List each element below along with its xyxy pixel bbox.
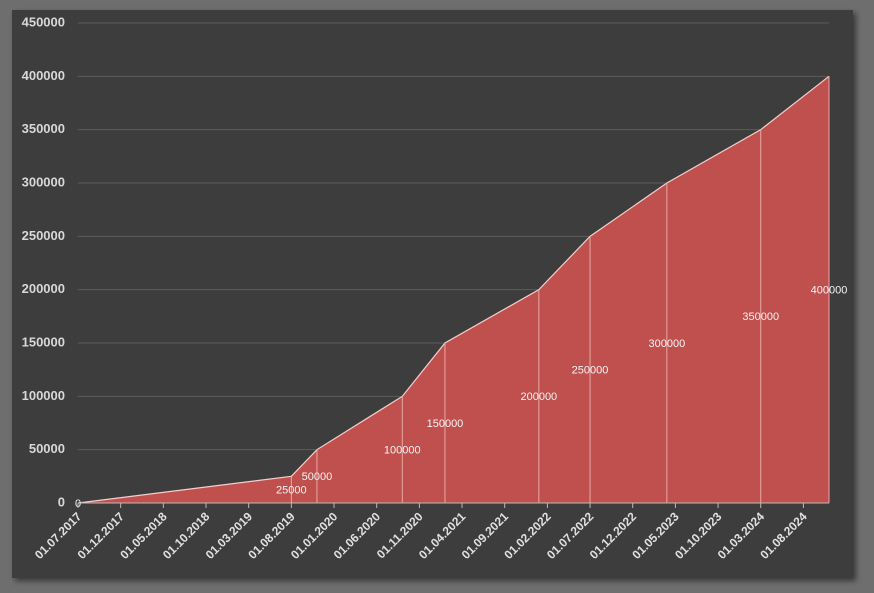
y-tick-label: 300000 bbox=[22, 174, 65, 189]
data-label: 350000 bbox=[742, 311, 779, 323]
data-label: 250000 bbox=[572, 365, 609, 377]
y-tick-label: 450000 bbox=[22, 14, 65, 29]
y-tick-label: 400000 bbox=[22, 68, 65, 83]
y-tick-label: 350000 bbox=[22, 121, 65, 136]
y-tick-label: 100000 bbox=[22, 388, 65, 403]
data-label: 200000 bbox=[520, 391, 557, 403]
data-label: 300000 bbox=[648, 338, 685, 350]
y-tick-label: 0 bbox=[58, 494, 65, 509]
y-tick-label: 250000 bbox=[22, 228, 65, 243]
data-label: 400000 bbox=[811, 285, 848, 297]
y-tick-label: 150000 bbox=[22, 334, 65, 349]
y-tick-label: 200000 bbox=[22, 281, 65, 296]
data-label: 100000 bbox=[384, 445, 421, 457]
area bbox=[78, 76, 829, 503]
data-label: 150000 bbox=[427, 418, 464, 430]
data-label: 50000 bbox=[302, 471, 333, 483]
area-line bbox=[77, 75, 830, 504]
y-tick-label: 50000 bbox=[29, 441, 65, 456]
data-label: 25000 bbox=[276, 485, 307, 497]
